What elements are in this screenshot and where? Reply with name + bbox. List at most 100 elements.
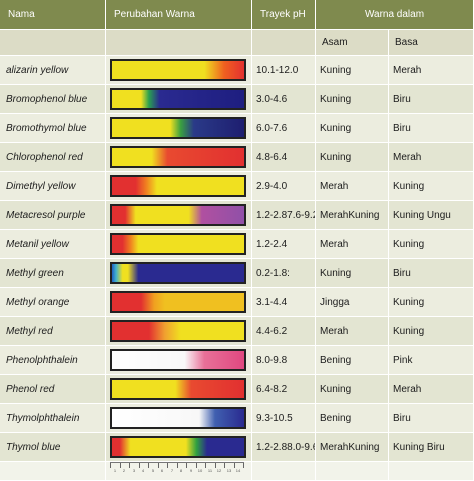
- header-nama: Nama: [0, 0, 106, 30]
- ruler-label: 9: [189, 468, 193, 473]
- indicator-name: Bromothymol blue: [0, 114, 106, 143]
- color-basa: Merah: [389, 143, 474, 172]
- ph-range: 4.4-6.2: [252, 317, 316, 346]
- color-asam: Kuning: [316, 375, 389, 404]
- ruler-label: 4: [141, 468, 145, 473]
- footer-empty-4: [316, 462, 389, 481]
- subheader-asam: Asam: [316, 30, 389, 56]
- ruler-label: 1: [113, 468, 117, 473]
- color-asam: Merah: [316, 317, 389, 346]
- ph-range: 6.0-7.6: [252, 114, 316, 143]
- ruler-tick: [110, 463, 111, 468]
- color-gradient-bar: [110, 378, 246, 400]
- color-change-cell: [106, 85, 252, 114]
- footer-empty-5: [389, 462, 474, 481]
- color-asam: Kuning: [316, 56, 389, 85]
- color-change-cell: [106, 317, 252, 346]
- ruler-label: 8: [179, 468, 183, 473]
- color-change-cell: [106, 114, 252, 143]
- color-asam: Jingga: [316, 288, 389, 317]
- ruler-label: 10: [197, 468, 203, 473]
- color-gradient-bar: [110, 59, 246, 81]
- ruler-tick: [196, 463, 197, 468]
- color-basa: Kuning: [389, 172, 474, 201]
- ph-ruler: 1 2 3 4 5 6 7 8 9 10 11 12 13 14: [110, 462, 244, 475]
- color-change-cell: [106, 433, 252, 462]
- ruler-tick: [205, 463, 206, 468]
- ph-range: 6.4-8.2: [252, 375, 316, 404]
- ruler-tick: [139, 463, 140, 468]
- subheader-empty-3: [252, 30, 316, 56]
- header-trayek-ph: Trayek pH: [252, 0, 316, 30]
- indicator-name: Methyl green: [0, 259, 106, 288]
- color-gradient-bar: [110, 407, 246, 429]
- ruler-tick: [177, 463, 178, 468]
- ruler-tick: [167, 463, 168, 468]
- color-asam: Merah: [316, 230, 389, 259]
- color-asam: Bening: [316, 346, 389, 375]
- color-asam: Kuning: [316, 259, 389, 288]
- ph-range: 1.2-2.88.0-9.6: [252, 433, 316, 462]
- ph-range: 2.9-4.0: [252, 172, 316, 201]
- color-change-cell: [106, 201, 252, 230]
- indicator-name: Phenol red: [0, 375, 106, 404]
- color-change-cell: [106, 143, 252, 172]
- color-change-cell: [106, 375, 252, 404]
- ruler-tick: [243, 463, 244, 468]
- color-change-cell: [106, 259, 252, 288]
- color-change-cell: [106, 230, 252, 259]
- indicator-name: Dimethyl yellow: [0, 172, 106, 201]
- header-perubahan-warna: Perubahan Warna: [106, 0, 252, 30]
- color-asam: Bening: [316, 404, 389, 433]
- color-basa: Kuning: [389, 317, 474, 346]
- color-gradient-bar: [110, 88, 246, 110]
- ph-range: 4.8-6.4: [252, 143, 316, 172]
- indicator-name: Metanil yellow: [0, 230, 106, 259]
- ruler-label: 6: [160, 468, 164, 473]
- color-gradient-bar: [110, 175, 246, 197]
- color-gradient-bar: [110, 436, 246, 458]
- indicator-name: Bromophenol blue: [0, 85, 106, 114]
- ruler-label: 7: [170, 468, 174, 473]
- color-asam: Kuning: [316, 85, 389, 114]
- ruler-label: 3: [132, 468, 136, 473]
- ruler-label: 11: [207, 468, 213, 473]
- subheader-empty-1: [0, 30, 106, 56]
- ruler-label: 2: [122, 468, 126, 473]
- ruler-tick: [234, 463, 235, 468]
- color-asam: Merah: [316, 172, 389, 201]
- color-gradient-bar: [110, 233, 246, 255]
- footer-empty: [0, 462, 106, 481]
- indicator-name: alizarin yellow: [0, 56, 106, 85]
- color-gradient-bar: [110, 117, 246, 139]
- ph-range: 9.3-10.5: [252, 404, 316, 433]
- color-gradient-bar: [110, 349, 246, 371]
- ruler-tick: [215, 463, 216, 468]
- ph-range: 1.2-2.87.6-9.2: [252, 201, 316, 230]
- color-basa: Merah: [389, 56, 474, 85]
- ph-ruler-cell: 1 2 3 4 5 6 7 8 9 10 11 12 13 14: [106, 462, 252, 481]
- ruler-tick: [129, 463, 130, 468]
- ruler-label: 12: [216, 468, 222, 473]
- indicator-name: Methyl red: [0, 317, 106, 346]
- color-basa: Kuning Biru: [389, 433, 474, 462]
- color-change-cell: [106, 172, 252, 201]
- ruler-tick: [224, 463, 225, 468]
- ruler-tick: [158, 463, 159, 468]
- color-basa: Pink: [389, 346, 474, 375]
- indicator-name: Methyl orange: [0, 288, 106, 317]
- color-asam: Kuning: [316, 143, 389, 172]
- color-basa: Biru: [389, 259, 474, 288]
- indicator-name: Chlorophenol red: [0, 143, 106, 172]
- color-asam: Kuning: [316, 114, 389, 143]
- color-basa: Kuning Ungu: [389, 201, 474, 230]
- ph-range: 1.2-2.4: [252, 230, 316, 259]
- indicator-name: Phenolphthalein: [0, 346, 106, 375]
- color-change-cell: [106, 404, 252, 433]
- ruler-label: 14: [235, 468, 241, 473]
- header-warna-dalam: Warna dalam: [316, 0, 474, 30]
- color-gradient-bar: [110, 262, 246, 284]
- indicator-name: Thymolphthalein: [0, 404, 106, 433]
- ph-range: 0.2-1.8:: [252, 259, 316, 288]
